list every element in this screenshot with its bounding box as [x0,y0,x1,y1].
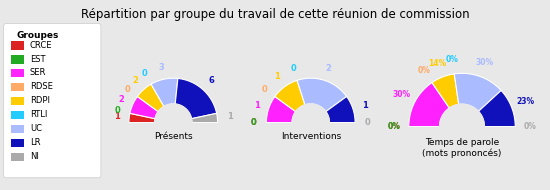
Bar [11,97,24,105]
Text: 0: 0 [251,118,257,127]
Text: 0: 0 [142,69,148,78]
Bar [11,111,24,119]
Bar [11,125,24,133]
Text: 23%: 23% [516,97,535,106]
Text: 0%: 0% [387,122,400,131]
Text: 0: 0 [124,85,130,94]
Text: 0%: 0% [387,122,400,131]
Polygon shape [151,78,178,106]
Text: SER: SER [30,68,46,78]
Polygon shape [409,127,515,158]
Text: 0%: 0% [446,55,459,64]
Text: 6: 6 [208,76,214,85]
Text: Groupes: Groupes [16,31,59,40]
Text: 1: 1 [114,112,120,121]
Text: 0: 0 [290,64,296,73]
Text: 1: 1 [362,101,368,109]
Text: 30%: 30% [476,58,494,67]
Text: RTLI: RTLI [30,110,47,119]
Polygon shape [297,78,346,112]
Text: 1: 1 [227,112,233,121]
Polygon shape [175,78,217,119]
Bar [11,83,24,91]
Text: Répartition par groupe du travail de cette réunion de commission: Répartition par groupe du travail de cet… [81,8,469,21]
Bar [11,41,24,50]
Polygon shape [191,113,218,123]
Polygon shape [454,73,501,111]
Polygon shape [409,83,449,127]
FancyBboxPatch shape [4,24,101,178]
Text: RDPI: RDPI [30,96,50,105]
Text: 0: 0 [365,118,370,127]
Text: 0%: 0% [524,122,537,131]
Text: 1: 1 [274,72,280,81]
Bar [11,69,24,78]
Polygon shape [130,97,158,119]
Polygon shape [129,123,218,149]
Polygon shape [266,123,355,149]
Bar [11,55,24,63]
Text: Temps de parole
(mots prononcés): Temps de parole (mots prononcés) [422,138,502,158]
Bar [11,153,24,161]
Text: 1: 1 [254,101,260,109]
Text: 0%: 0% [417,66,430,75]
Bar [11,139,24,147]
Polygon shape [275,80,305,112]
Polygon shape [266,97,296,123]
Text: CRCE: CRCE [30,41,52,50]
Text: NI: NI [30,152,38,161]
Text: Présents: Présents [154,132,192,141]
Text: 30%: 30% [393,90,411,99]
Text: 0: 0 [251,118,257,127]
Text: UC: UC [30,124,42,133]
Polygon shape [432,74,459,108]
Text: 14%: 14% [428,59,446,68]
Polygon shape [439,104,485,127]
Polygon shape [138,84,164,112]
Text: 0: 0 [115,106,120,115]
Text: LR: LR [30,138,40,147]
Text: 2: 2 [326,64,331,73]
Text: Interventions: Interventions [280,132,341,141]
Polygon shape [129,113,155,123]
Text: 2: 2 [118,95,124,104]
Text: 2: 2 [133,76,138,85]
Polygon shape [155,104,192,123]
Text: RDSE: RDSE [30,82,53,91]
Text: EST: EST [30,55,45,64]
Polygon shape [326,97,355,123]
Polygon shape [478,90,515,127]
Polygon shape [292,104,329,123]
Text: 0: 0 [262,85,268,94]
Text: 3: 3 [158,63,164,71]
